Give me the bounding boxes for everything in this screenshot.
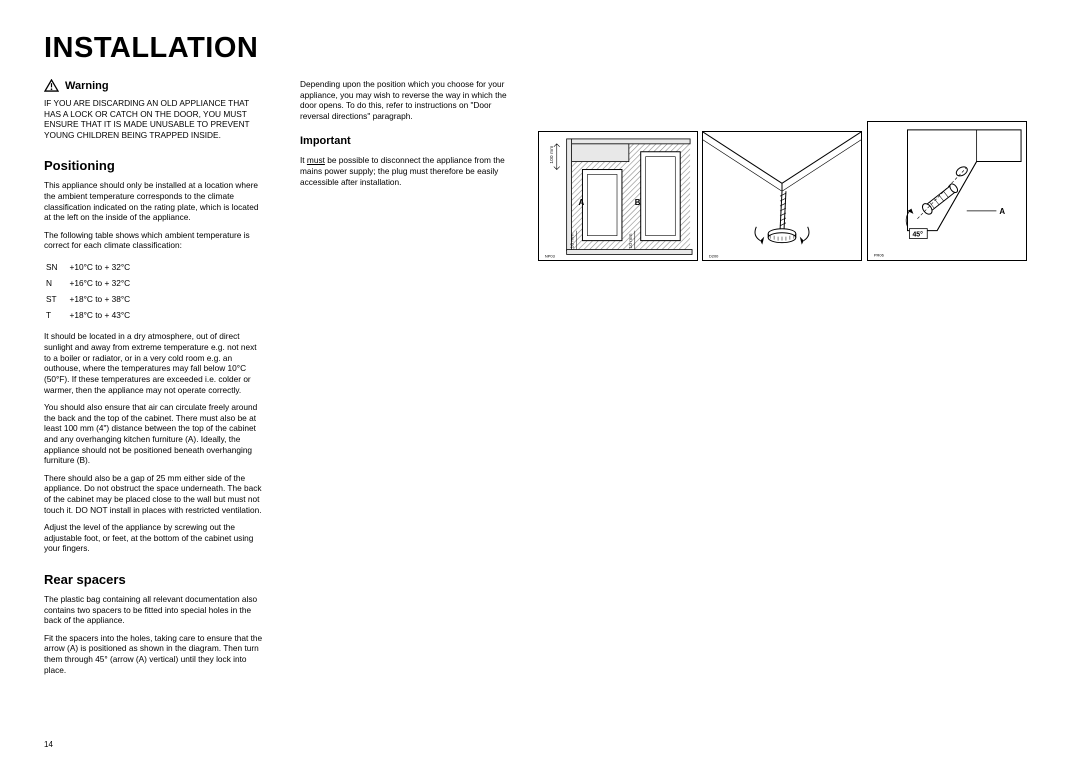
fig1-label-a: A xyxy=(579,198,585,207)
door-reversal-text: Depending upon the position which you ch… xyxy=(300,79,510,121)
rear-spacers-p2: Fit the spacers into the holes, taking c… xyxy=(44,633,264,675)
page-title: INSTALLATION xyxy=(44,32,1036,65)
fig1-dim-100mm: 100 mm xyxy=(549,144,560,170)
positioning-p1: This appliance should only be installed … xyxy=(44,180,264,222)
fig1-code: NP03 xyxy=(545,253,556,258)
important-heading: Important xyxy=(300,135,510,147)
rear-spacers-p1: The plastic bag containing all relevant … xyxy=(44,594,264,626)
important-underline: must xyxy=(307,155,325,165)
fig3-code: PR06 xyxy=(874,252,885,257)
important-post: be possible to disconnect the appliance … xyxy=(300,155,505,186)
figure-clearance: A B 100 mm 10 mm 10 mm xyxy=(538,131,698,261)
positioning-p5: There should also be a gap of 25 mm eith… xyxy=(44,473,264,515)
fig1-dim-10mm-left: 10 mm xyxy=(570,231,577,250)
fig3-angle: 45° xyxy=(912,231,923,239)
positioning-p4: You should also ensure that air can circ… xyxy=(44,402,264,466)
climate-row: N+16°C to + 32°C xyxy=(46,276,140,290)
climate-row: T+18°C to + 43°C xyxy=(46,308,140,322)
svg-text:100 mm: 100 mm xyxy=(549,146,555,164)
right-text-column: Depending upon the position which you ch… xyxy=(300,79,510,682)
rear-spacers-heading: Rear spacers xyxy=(44,572,264,587)
positioning-p2: The following table shows which ambient … xyxy=(44,230,264,251)
fig1-dim-10mm-right: 10 mm xyxy=(628,231,635,250)
warning-triangle-icon xyxy=(44,79,59,92)
fig2-code: D200 xyxy=(709,253,719,258)
important-pre: It xyxy=(300,155,307,165)
figure-leveling-foot: D200 xyxy=(702,131,862,261)
warning-text: IF YOU ARE DISCARDING AN OLD APPLIANCE T… xyxy=(44,98,264,140)
important-text: It must be possible to disconnect the ap… xyxy=(300,155,510,187)
positioning-heading: Positioning xyxy=(44,158,264,173)
fig1-label-b: B xyxy=(635,198,641,207)
climate-table: SN+10°C to + 32°C N+16°C to + 32°C ST+18°C… xyxy=(44,258,142,324)
warning-header: Warning xyxy=(44,79,264,92)
fig3-label-a: A xyxy=(999,207,1005,216)
figures-column: A B 100 mm 10 mm 10 mm xyxy=(538,79,1036,682)
positioning-p3: It should be located in a dry atmosphere… xyxy=(44,331,264,395)
positioning-p6: Adjust the level of the appliance by scr… xyxy=(44,522,264,554)
content-columns: Warning IF YOU ARE DISCARDING AN OLD APP… xyxy=(44,79,1036,682)
climate-row: ST+18°C to + 38°C xyxy=(46,292,140,306)
figure-rear-spacer: A 45° PR06 xyxy=(867,121,1027,261)
warning-label: Warning xyxy=(65,80,109,92)
climate-row: SN+10°C to + 32°C xyxy=(46,260,140,274)
svg-text:10 mm: 10 mm xyxy=(628,233,634,248)
svg-text:10 mm: 10 mm xyxy=(570,233,576,248)
page-number: 14 xyxy=(44,740,53,749)
left-column: Warning IF YOU ARE DISCARDING AN OLD APP… xyxy=(44,79,264,682)
right-column: Depending upon the position which you ch… xyxy=(300,79,1036,682)
